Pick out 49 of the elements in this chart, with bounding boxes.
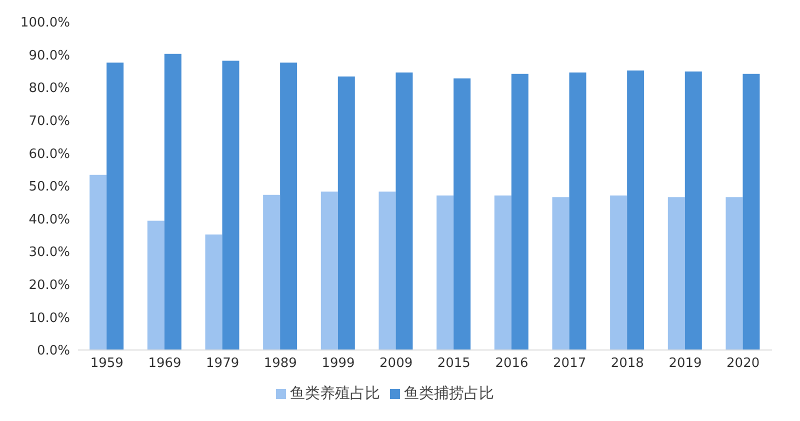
y-tick-label: 60.0% — [28, 146, 70, 162]
bar — [320, 192, 338, 350]
bar — [396, 72, 413, 350]
bar — [147, 220, 164, 350]
bar — [627, 70, 644, 350]
bar — [668, 197, 685, 350]
x-tick-label: 2009 — [380, 356, 413, 372]
bar — [684, 72, 702, 350]
bar — [494, 196, 512, 350]
bar — [378, 192, 396, 350]
y-tick-label: 20.0% — [28, 278, 70, 294]
x-tick-label: 2015 — [437, 356, 470, 372]
bar — [569, 72, 586, 350]
bar — [106, 62, 124, 350]
y-tick-label: 80.0% — [28, 81, 70, 96]
x-tick-label: 2020 — [726, 356, 760, 372]
x-tick-label: 1969 — [148, 356, 182, 372]
y-tick-label: 100.0% — [20, 16, 70, 31]
x-tick-label: 2018 — [610, 356, 644, 372]
bar — [280, 62, 298, 350]
y-tick-label: 90.0% — [28, 48, 70, 64]
x-tick-label: 1979 — [206, 356, 240, 372]
x-tick-label: 1989 — [264, 356, 297, 372]
x-tick-label: 1959 — [90, 356, 124, 372]
bar — [726, 197, 743, 350]
legend-label: 鱼类养殖占比 — [290, 384, 380, 402]
bar — [511, 74, 528, 350]
y-tick-label: 10.0% — [28, 310, 70, 326]
bar — [338, 76, 355, 350]
bar — [90, 174, 107, 350]
bar — [436, 196, 454, 350]
x-tick-label: 2017 — [553, 356, 586, 372]
y-tick-label: 50.0% — [28, 180, 70, 195]
bar — [205, 234, 222, 350]
bar — [263, 194, 280, 350]
bar — [164, 54, 182, 350]
y-tick-label: 30.0% — [28, 245, 70, 260]
y-tick-label: 0.0% — [36, 344, 70, 359]
bar — [742, 74, 760, 350]
y-tick-label: 40.0% — [28, 212, 70, 228]
bar — [610, 196, 628, 350]
x-tick-label: 2019 — [668, 356, 702, 372]
x-tick-label: 2016 — [495, 356, 528, 372]
legend-label: 鱼类捕捞占比 — [404, 384, 494, 402]
bar — [222, 60, 240, 350]
bar — [552, 197, 570, 350]
y-tick-label: 70.0% — [28, 114, 70, 130]
x-tick-label: 1999 — [322, 356, 355, 372]
bar — [454, 78, 471, 350]
